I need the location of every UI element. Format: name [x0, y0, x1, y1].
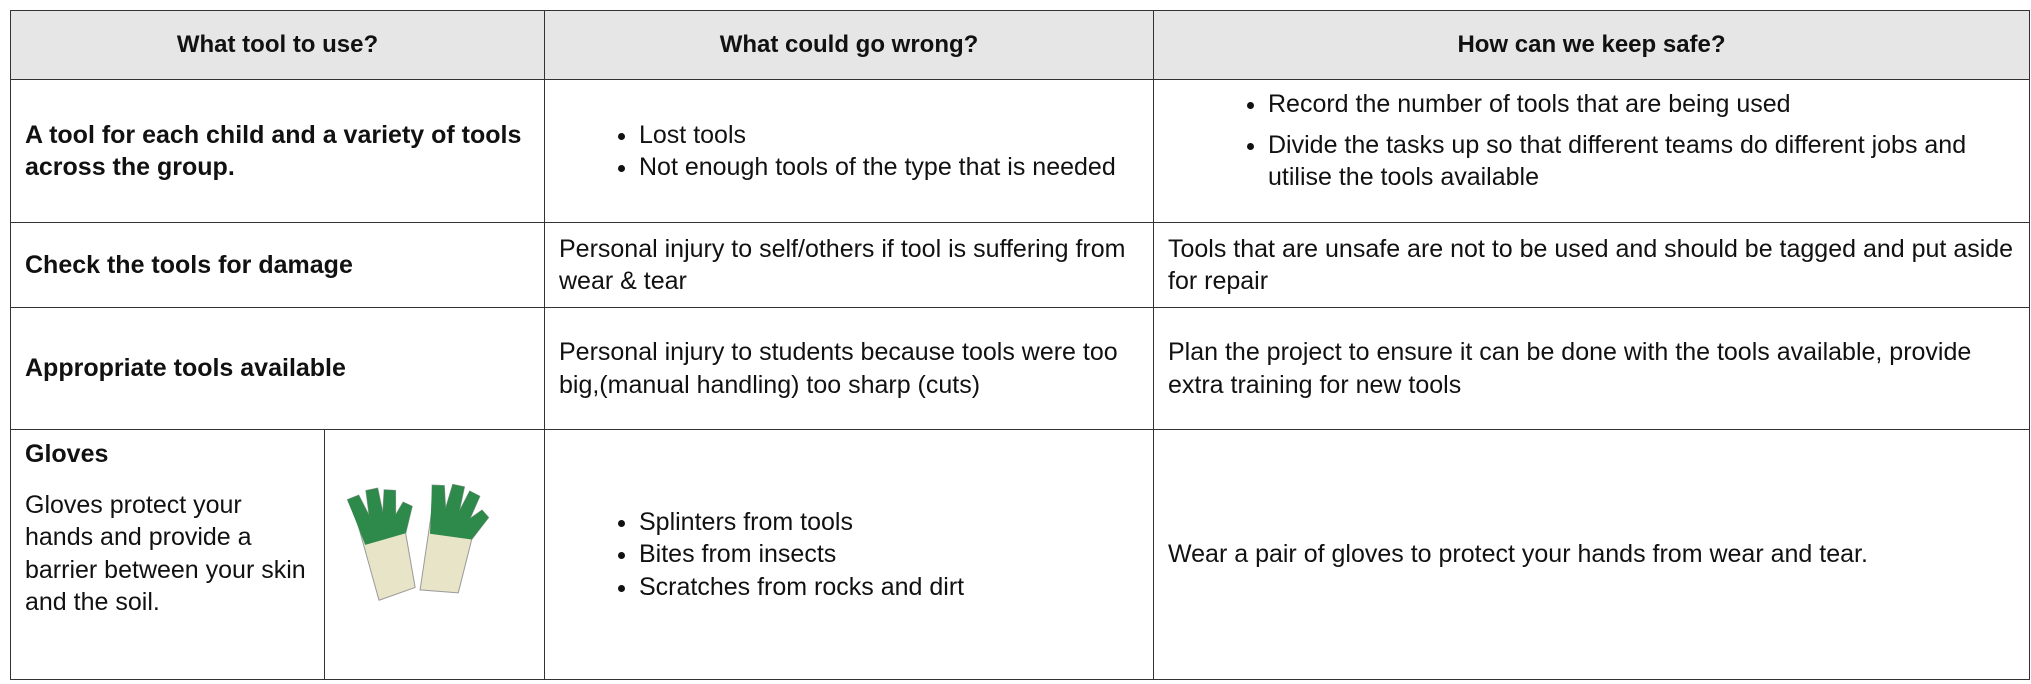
list-item: Scratches from rocks and dirt — [639, 571, 1139, 604]
safe-cell: Record the number of tools that are bein… — [1153, 79, 2030, 223]
gloves-image — [346, 483, 490, 601]
list-item: Bites from insects — [639, 538, 1139, 571]
tool-cell: Appropriate tools available — [10, 307, 545, 430]
row: A tool for each child and a variety of t… — [10, 79, 2030, 223]
list-item: Not enough tools of the type that is nee… — [639, 151, 1139, 184]
image-cell — [324, 429, 545, 680]
wrong-cell: Splinters from toolsBites from insectsSc… — [544, 429, 1154, 680]
header-cell: What tool to use? — [10, 10, 545, 80]
list-item: Splinters from tools — [639, 506, 1139, 539]
row: Appropriate tools available Personal inj… — [10, 307, 2030, 430]
tool-cell: Check the tools for damage — [10, 222, 545, 308]
tool-title: Gloves — [25, 440, 109, 468]
wrong-cell: Personal injury to students because tool… — [544, 307, 1154, 430]
safe-cell: Tools that are unsafe are not to be used… — [1153, 222, 2030, 308]
header-cell: How can we keep safe? — [1153, 10, 2030, 80]
tool-description: Gloves protect your hands and provide a … — [25, 490, 306, 617]
header-row: What tool to use? What could go wrong? H… — [10, 10, 2030, 80]
wrong-cell: Lost toolsNot enough tools of the type t… — [544, 79, 1154, 223]
list-item: Divide the tasks up so that different te… — [1268, 129, 2015, 194]
tool-cell: Gloves Gloves protect your hands and pro… — [10, 429, 325, 680]
header-cell: What could go wrong? — [544, 10, 1154, 80]
tool-cell: A tool for each child and a variety of t… — [10, 79, 545, 223]
wrong-cell: Personal injury to self/others if tool i… — [544, 222, 1154, 308]
list-item: Record the number of tools that are bein… — [1268, 88, 2015, 121]
row: Check the tools for damage Personal inju… — [10, 222, 2030, 308]
row: Gloves Gloves protect your hands and pro… — [10, 429, 2030, 680]
safe-cell: Wear a pair of gloves to protect your ha… — [1153, 429, 2030, 680]
safe-cell: Plan the project to ensure it can be don… — [1153, 307, 2030, 430]
safety-table: What tool to use? What could go wrong? H… — [10, 10, 2030, 680]
list-item: Lost tools — [639, 119, 1139, 152]
